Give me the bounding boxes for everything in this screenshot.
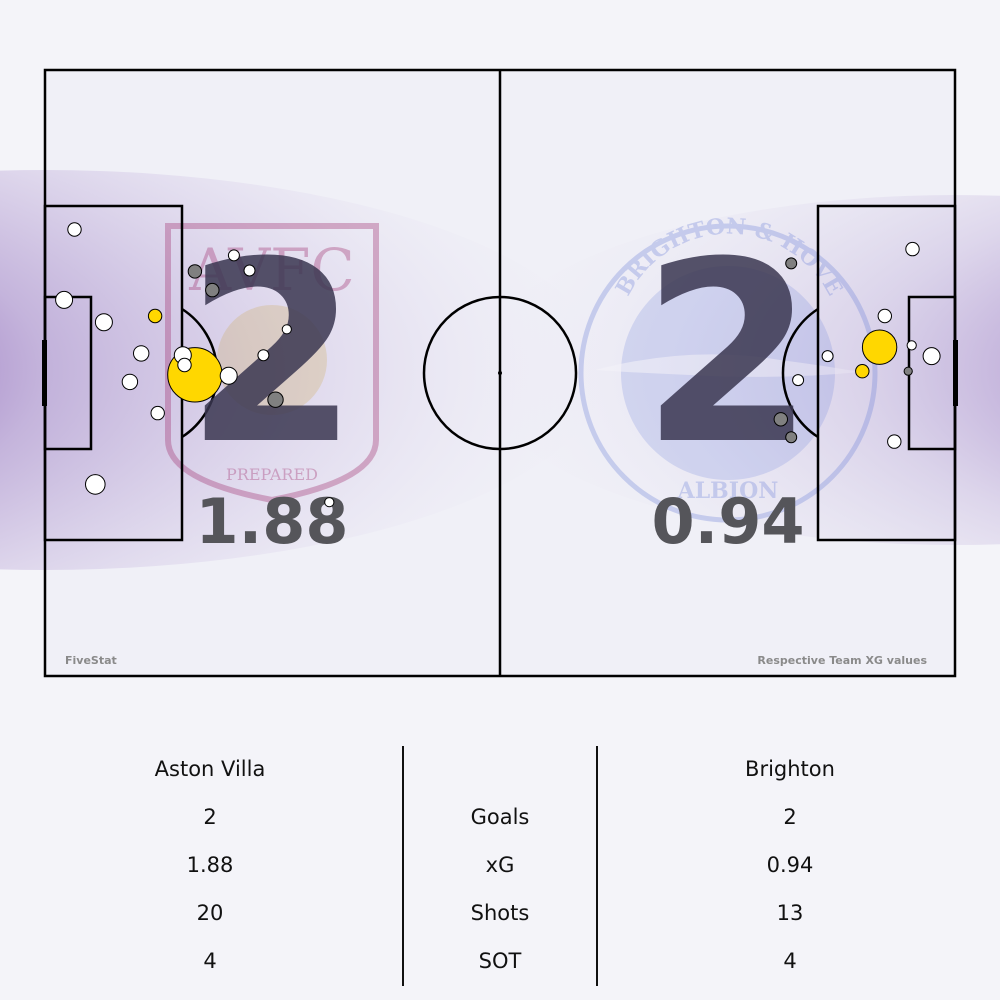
away-shot-blocked_off bbox=[903, 366, 913, 376]
divider-left bbox=[402, 746, 404, 986]
home-crest: AVFC PREPARED bbox=[165, 223, 379, 504]
home-shot-goal bbox=[147, 308, 163, 324]
away-shot-on_target bbox=[905, 241, 920, 257]
stats-table: Aston Villa 2 1.88 20 4 Goals xG Shots S… bbox=[0, 740, 1000, 990]
home-sot: 4 bbox=[203, 949, 217, 973]
away-shot-blocked_off bbox=[773, 412, 788, 427]
home-shots: 20 bbox=[196, 901, 224, 925]
home-shot-blocked_off bbox=[187, 264, 203, 279]
home-shot-on_target bbox=[133, 345, 150, 362]
away-sot: 4 bbox=[783, 949, 797, 973]
away-shots: 13 bbox=[776, 901, 804, 925]
away-shot-on_target bbox=[906, 340, 917, 351]
home-goals: 2 bbox=[203, 805, 217, 829]
away-team-name: Brighton bbox=[745, 757, 835, 781]
away-shot-on_target bbox=[877, 308, 892, 324]
home-shot-on_target bbox=[257, 349, 270, 362]
label-xg: xG bbox=[485, 853, 515, 877]
home-shot-on_target bbox=[243, 264, 256, 277]
away-stats-column: Brighton 2 0.94 13 4 bbox=[690, 740, 890, 980]
away-heat-zone bbox=[475, 195, 1000, 545]
away-goals-big: 2 bbox=[641, 208, 815, 499]
away-shot-on_target bbox=[792, 374, 805, 387]
home-shot-on_target bbox=[150, 405, 165, 421]
home-shot-on_target bbox=[227, 249, 240, 262]
shots-layer bbox=[55, 222, 941, 508]
header-spacer bbox=[420, 740, 580, 788]
away-xg: 0.94 bbox=[766, 853, 814, 877]
label-goals: Goals bbox=[470, 805, 530, 829]
home-stats-column: Aston Villa 2 1.88 20 4 bbox=[110, 740, 310, 980]
home-shot-on_target bbox=[94, 313, 113, 332]
home-goal bbox=[42, 340, 47, 406]
home-goals-big: 2 bbox=[185, 208, 359, 499]
shot-map-chart: AVFC PREPARED BRIGHTON & HOVE ALBION 2 2… bbox=[0, 68, 1000, 678]
label-shots: Shots bbox=[470, 901, 530, 925]
stat-labels-column: Goals xG Shots SOT bbox=[420, 740, 580, 980]
home-crest-bottom-text: PREPARED bbox=[226, 465, 318, 484]
home-shot-on_target bbox=[177, 357, 192, 373]
home-shot-on_target bbox=[121, 373, 139, 391]
away-shot-goal bbox=[855, 364, 870, 379]
divider-right bbox=[596, 746, 598, 986]
away-shot-blocked_off bbox=[785, 431, 798, 444]
home-shot-on_target bbox=[85, 474, 106, 495]
home-shot-on_target bbox=[324, 497, 335, 508]
home-shot-blocked_off bbox=[267, 391, 284, 408]
away-crest-bottom-text: ALBION bbox=[677, 478, 779, 504]
home-shot-on_target bbox=[55, 290, 74, 309]
label-sot: SOT bbox=[478, 949, 522, 973]
home-shot-on_target bbox=[219, 366, 238, 385]
away-shot-on_target bbox=[821, 350, 834, 363]
source-credit: FiveStat bbox=[65, 654, 117, 667]
home-shot-on_target bbox=[281, 324, 292, 335]
home-shot-blocked_off bbox=[205, 282, 220, 298]
home-xg: 1.88 bbox=[186, 853, 234, 877]
away-shot-blocked_off bbox=[785, 257, 798, 270]
home-shot-on_target bbox=[67, 222, 82, 237]
centre-spot bbox=[498, 371, 502, 375]
away-goals: 2 bbox=[783, 805, 797, 829]
away-shot-on_target bbox=[922, 347, 941, 366]
away-shot-on_target bbox=[887, 434, 902, 449]
xg-note: Respective Team XG values bbox=[757, 654, 927, 667]
home-xg-big: 1.88 bbox=[196, 485, 349, 558]
home-heat-zone bbox=[0, 170, 605, 570]
away-shot-goal bbox=[861, 329, 898, 365]
away-goal bbox=[953, 340, 958, 406]
home-team-name: Aston Villa bbox=[154, 757, 266, 781]
away-xg-big: 0.94 bbox=[652, 485, 805, 558]
